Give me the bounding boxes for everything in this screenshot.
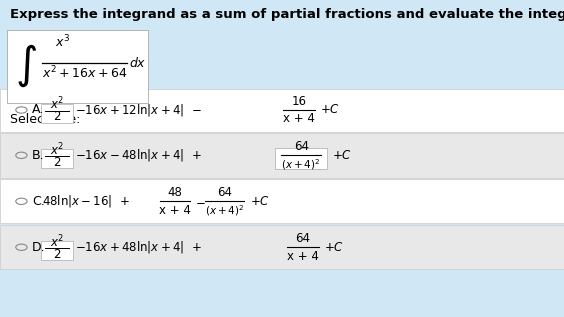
Text: $x^2$: $x^2$ [50, 141, 64, 158]
Text: $- 16x + 48\ln|x + 4|$  $+$: $- 16x + 48\ln|x + 4|$ $+$ [75, 239, 202, 255]
Bar [0, 225, 564, 269]
Text: D.: D. [32, 241, 46, 254]
Text: x + 4: x + 4 [159, 204, 191, 217]
Text: A.: A. [32, 103, 45, 117]
Text: $+ C$: $+ C$ [250, 195, 270, 208]
Text: $- 16x + 12\ln|x + 4|$  $-$: $- 16x + 12\ln|x + 4|$ $-$ [75, 102, 202, 118]
Text: $+ C$: $+ C$ [324, 241, 343, 254]
Text: C.: C. [32, 195, 45, 208]
Text: $+ C$: $+ C$ [320, 103, 340, 117]
Text: 2: 2 [53, 110, 61, 124]
Bar [0, 179, 564, 223]
FancyBboxPatch shape [41, 104, 73, 123]
Text: $dx$: $dx$ [129, 56, 146, 70]
Text: $- 16x - 48\ln|x + 4|$  $+$: $- 16x - 48\ln|x + 4|$ $+$ [75, 147, 202, 163]
Text: x + 4: x + 4 [283, 112, 315, 126]
Text: 2: 2 [53, 248, 61, 261]
Text: Express the integrand as a sum of partial fractions and evaluate the integral.: Express the integrand as a sum of partia… [10, 8, 564, 21]
FancyBboxPatch shape [7, 30, 148, 103]
Text: $(x + 4)^2$: $(x + 4)^2$ [205, 203, 244, 217]
Text: B.: B. [32, 149, 45, 162]
Text: 64: 64 [294, 140, 309, 153]
Text: x + 4: x + 4 [287, 249, 319, 263]
Text: $+ C$: $+ C$ [332, 149, 351, 162]
Text: $x^2$: $x^2$ [50, 233, 64, 250]
Bar [0, 89, 564, 132]
FancyBboxPatch shape [41, 149, 73, 168]
Text: $x^3$: $x^3$ [55, 34, 70, 51]
FancyBboxPatch shape [41, 241, 73, 260]
Text: 16: 16 [292, 94, 306, 108]
Text: $(x + 4)^2$: $(x + 4)^2$ [281, 157, 321, 171]
Text: $\int$: $\int$ [15, 42, 37, 89]
Text: 64: 64 [217, 186, 232, 199]
Text: 48: 48 [168, 186, 182, 199]
Text: $x^2$: $x^2$ [50, 96, 64, 113]
Bar [0, 133, 564, 178]
Text: 64: 64 [296, 232, 310, 245]
Text: 2: 2 [53, 156, 61, 169]
Text: $x^2 + 16x + 64$: $x^2 + 16x + 64$ [42, 64, 127, 81]
FancyBboxPatch shape [275, 148, 327, 169]
Text: $48\ln|x - 16|$  $+$: $48\ln|x - 16|$ $+$ [42, 193, 130, 209]
Text: Select one:: Select one: [10, 113, 81, 126]
Text: $-$: $-$ [195, 195, 205, 208]
